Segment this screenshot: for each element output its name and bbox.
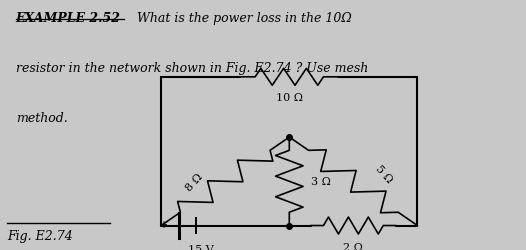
Text: 15 V: 15 V bbox=[188, 244, 214, 250]
Text: EXAMPLE 2.52: EXAMPLE 2.52 bbox=[16, 12, 121, 25]
Text: 5 Ω: 5 Ω bbox=[373, 163, 394, 185]
Text: resistor in the network shown in Fig. E2.74 ? Use mesh: resistor in the network shown in Fig. E2… bbox=[16, 62, 368, 75]
Text: -: - bbox=[211, 219, 215, 229]
Text: Fig. E2.74: Fig. E2.74 bbox=[7, 230, 73, 242]
Text: 8 Ω: 8 Ω bbox=[185, 171, 205, 192]
Text: +: + bbox=[159, 219, 167, 229]
Text: 3 Ω: 3 Ω bbox=[311, 176, 330, 186]
Text: What is the power loss in the 10Ω: What is the power loss in the 10Ω bbox=[129, 12, 351, 25]
Text: 10 Ω: 10 Ω bbox=[276, 92, 303, 102]
Text: 2 Ω: 2 Ω bbox=[343, 242, 363, 250]
Text: method.: method. bbox=[16, 112, 67, 124]
